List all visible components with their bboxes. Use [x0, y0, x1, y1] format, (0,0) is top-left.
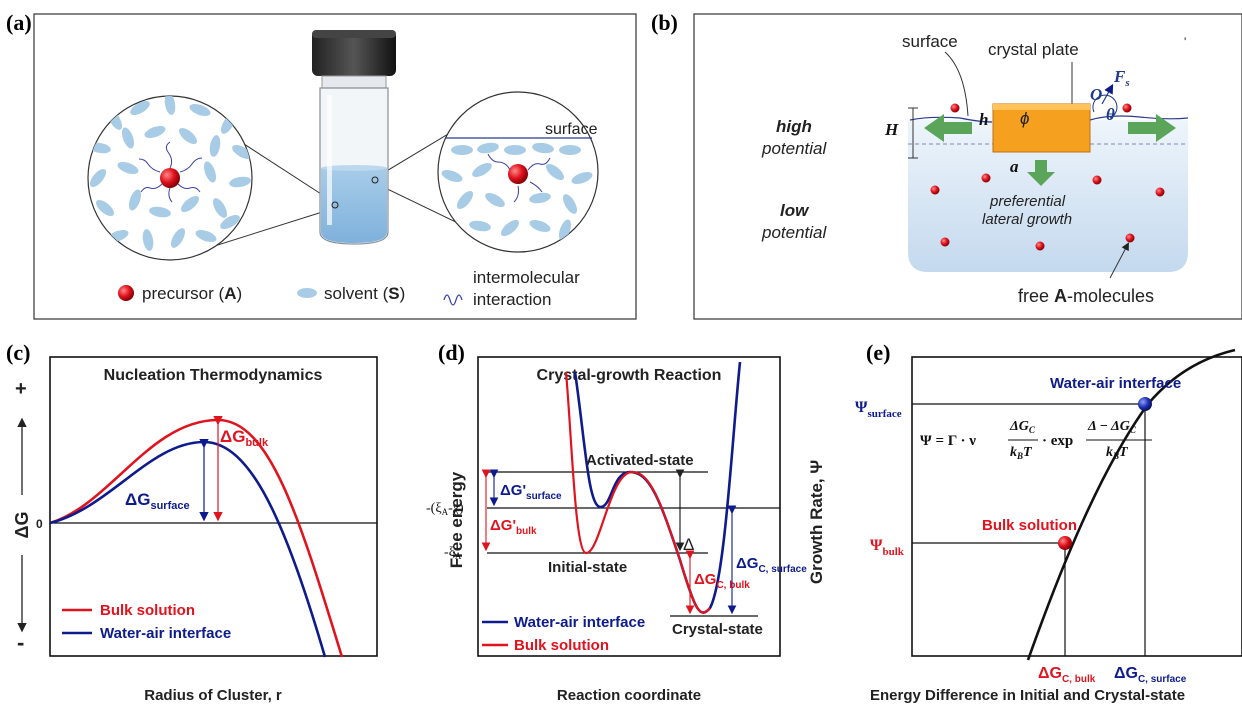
free-molecules [930, 103, 1165, 251]
theta-label: θ [1106, 105, 1115, 124]
H-label: H [884, 120, 899, 139]
O-label: O [1090, 85, 1102, 104]
low-label: low [780, 201, 810, 220]
legend-c-surface: Water-air interface [100, 625, 231, 642]
minus-sign: - [17, 630, 24, 655]
dgp-surface-label: ΔG'surface [500, 482, 562, 502]
free-molecules-label: free A-molecules [1018, 286, 1154, 306]
preferential-label: preferential [989, 193, 1066, 210]
svg-text:ΔGC: ΔGC [1009, 419, 1036, 435]
panel-label-c: (c) [6, 340, 30, 365]
y-axis-label-c: ΔG [12, 512, 32, 539]
x-axis-label-c: Radius of Cluster, r [144, 687, 282, 704]
panel-b: (b) surface crystal plate ϕ H h a O Fs θ [651, 10, 1242, 320]
x-axis-label-e: Energy Difference in Initial and Crystal… [870, 687, 1185, 704]
precursor-icon [118, 285, 134, 301]
panel-d: (d) Crystal-growth Reaction Free energy … [426, 340, 807, 704]
svg-text:': ' [1184, 35, 1186, 49]
legend-d-bulk: Bulk solution [514, 637, 609, 654]
svg-text:Ψ = Γ · ν: Ψ = Γ · ν [920, 433, 976, 449]
initial-state-label: Initial-state [548, 559, 627, 576]
legend-a: precursor (A) solvent (S) intermolecular… [118, 268, 580, 309]
bulk-zoom-circle [87, 95, 253, 261]
chart-d-title: Crystal-growth Reaction [537, 367, 722, 384]
dg-bulk-label: ΔGbulk [220, 427, 269, 449]
svg-text:kBT: kBT [1106, 445, 1129, 461]
low-potential-label: potential [761, 223, 827, 242]
dgc-bulk-label-e: ΔGC, bulk [1038, 665, 1096, 685]
panel-label-d: (d) [438, 340, 465, 365]
panel-label-e: (e) [866, 340, 890, 365]
legend-c-bulk: Bulk solution [100, 602, 195, 619]
panel-label-b: (b) [651, 10, 678, 35]
legend-interaction-1: intermolecular [473, 268, 580, 287]
chart-c-title: Nucleation Thermodynamics [104, 367, 323, 384]
legend-precursor: precursor (A) [142, 284, 242, 303]
surface-label-a: surface [545, 121, 598, 138]
dgc-surface-label-e: ΔGC, surface [1114, 665, 1187, 685]
panel-label-a: (a) [6, 10, 32, 35]
legend-d-surface: Water-air interface [514, 614, 645, 631]
lateral-growth-label: lateral growth [982, 211, 1072, 228]
svg-text:kBT: kBT [1010, 445, 1033, 461]
activated-state-label: Activated-state [586, 452, 694, 469]
surface-point [1138, 397, 1152, 411]
bulk-point [1058, 536, 1072, 550]
psi-surface-label: Ψsurface [855, 399, 902, 420]
water-air-label-e: Water-air interface [1050, 375, 1181, 392]
panel-a: (a) [6, 10, 637, 320]
left-growth-arrow [924, 114, 972, 142]
y-axis-label-e: Growth Rate, Ψ [807, 460, 826, 584]
plus-sign: + [15, 378, 27, 400]
high-label: high [776, 117, 812, 136]
panel-c: (c) Nucleation Thermodynamics + - ΔG 0 Δ… [6, 340, 378, 704]
surface-zoom-circle: surface [437, 91, 599, 253]
h-label: h [979, 110, 988, 129]
panel-e: (e) Growth Rate, Ψ Water-air interface B… [807, 340, 1242, 704]
legend-solvent: solvent (S) [324, 284, 405, 303]
a-label: a [1010, 157, 1019, 176]
vial [312, 30, 396, 245]
svg-text:· exp: · exp [1042, 433, 1073, 449]
y-axis-label-d: Free energy [447, 471, 466, 568]
crystal-state-label: Crystal-state [672, 621, 763, 638]
bulk-curve-c [49, 418, 344, 658]
zero-tick: 0 [36, 517, 43, 531]
bulk-solution-label-e: Bulk solution [982, 517, 1077, 534]
phi-symbol: ϕ [1020, 109, 1029, 128]
surface-label-b: surface [902, 32, 958, 51]
bulk-curve-d [564, 371, 711, 614]
dgc-surface-label-d: ΔGC, surface [736, 555, 807, 575]
x-axis-label-d: Reaction coordinate [557, 687, 701, 704]
crystal-plate-label: crystal plate [988, 40, 1079, 59]
dgc-bulk-label-d: ΔGC, bulk [694, 571, 750, 591]
delta-label: Δ [683, 535, 694, 554]
interaction-icon [443, 294, 463, 306]
solvent-icon [297, 288, 317, 298]
Fs-label: Fs [1113, 67, 1130, 89]
down-growth-arrow [1027, 160, 1055, 186]
dg-surface-label: ΔGsurface [125, 490, 190, 512]
xi-chi-label: -(ξA-χ) [426, 501, 464, 517]
legend-interaction-2: interaction [473, 290, 551, 309]
right-growth-arrow [1128, 114, 1176, 142]
growth-rate-equation: Ψ = Γ · ν ΔGC kBT · exp Δ − ΔGC kBT [920, 419, 1152, 461]
growth-curve [1026, 348, 1236, 661]
psi-bulk-label: Ψbulk [870, 537, 905, 558]
high-potential-label: potential [761, 139, 827, 158]
xi-label: -ξA [444, 545, 462, 561]
svg-text:Δ − ΔGC: Δ − ΔGC [1087, 419, 1137, 435]
dgp-bulk-label: ΔG'bulk [490, 517, 537, 537]
